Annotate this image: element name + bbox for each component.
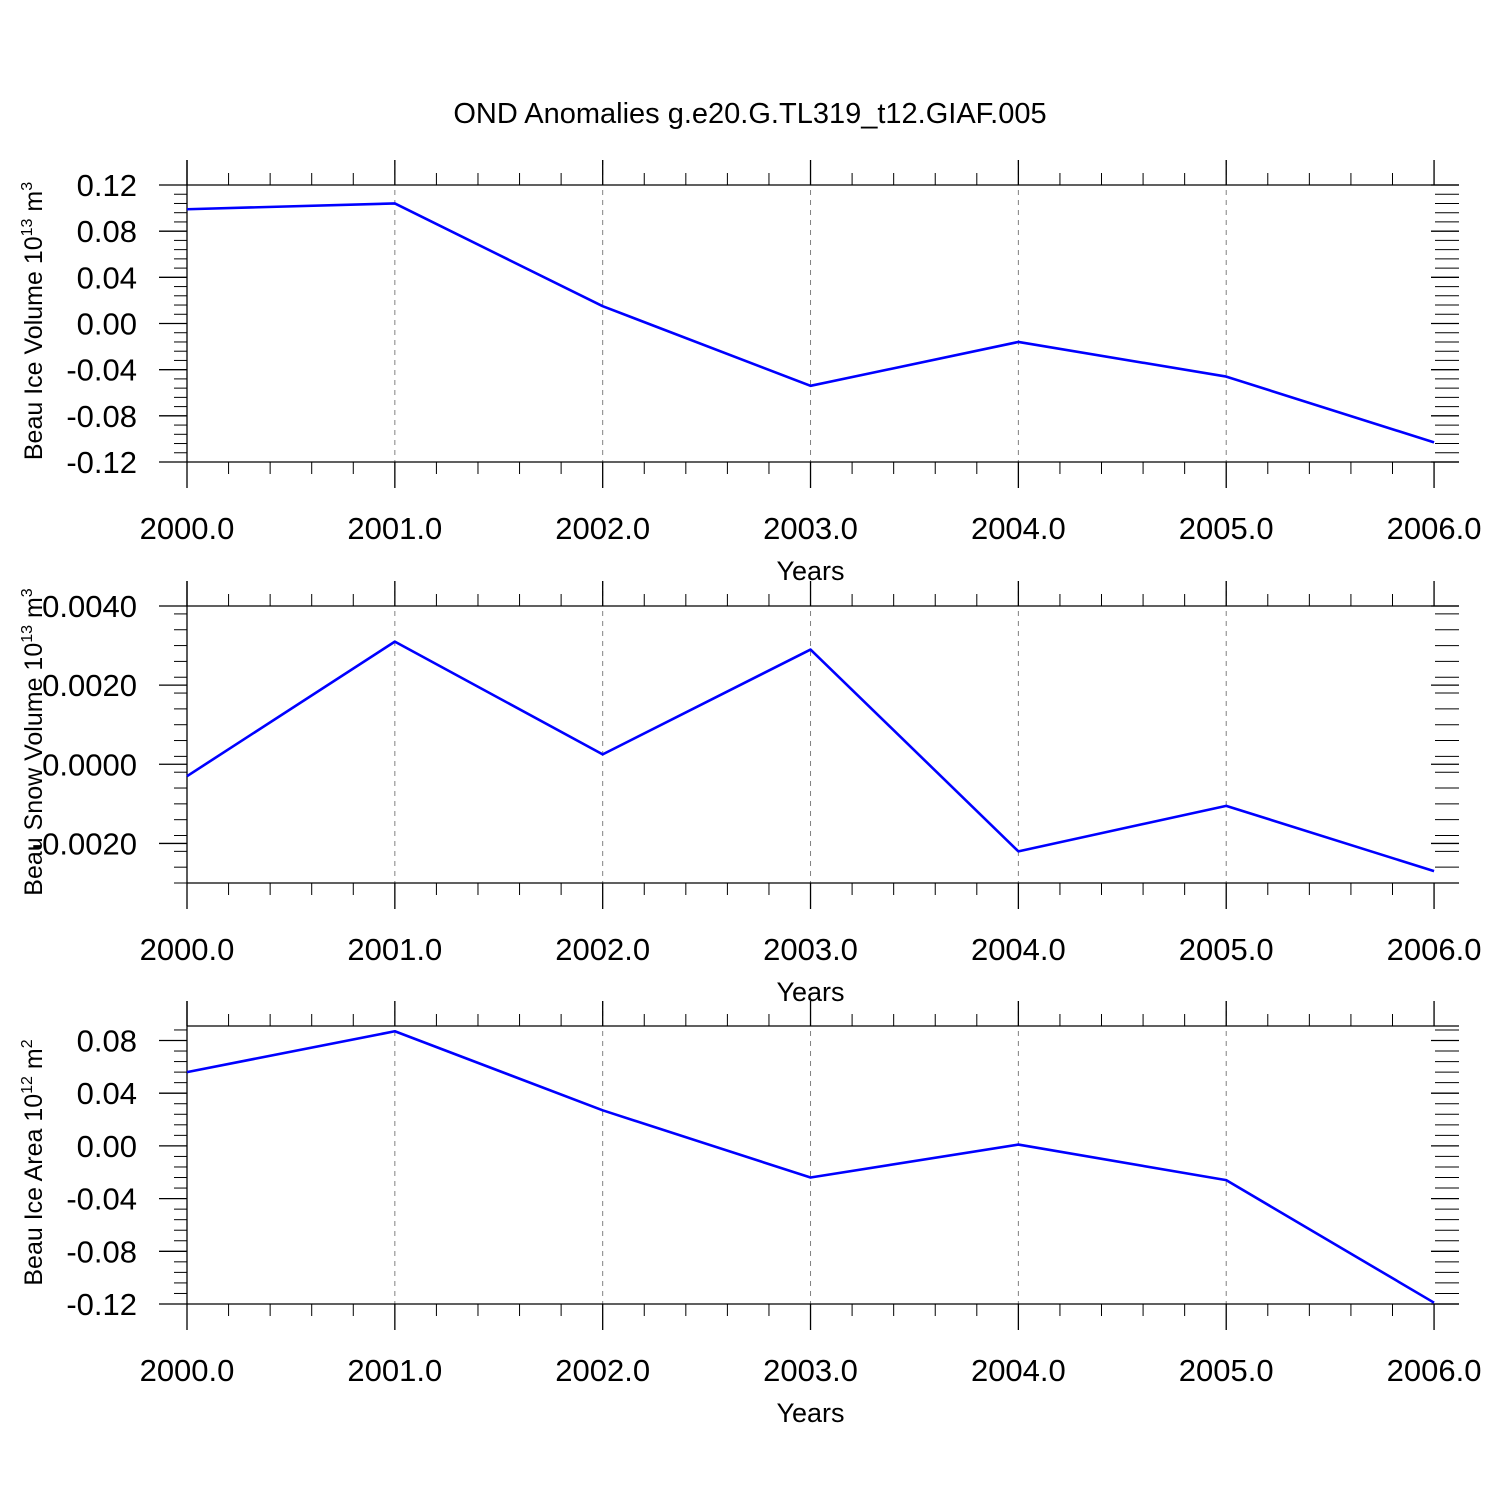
x-tick-label: 2001.0 bbox=[347, 1353, 442, 1388]
y-axis-label-superscript: 13 bbox=[19, 218, 36, 236]
x-tick-label: 2004.0 bbox=[971, 932, 1066, 967]
y-tick-label: 0.12 bbox=[77, 168, 137, 203]
x-tick-label: 2006.0 bbox=[1387, 511, 1482, 546]
y-tick-label: -0.08 bbox=[66, 399, 137, 434]
series-line-1 bbox=[186, 1029, 1435, 1304]
y-tick-label: -0.0020 bbox=[32, 826, 137, 861]
y-tick-label: 0.0040 bbox=[42, 589, 137, 624]
x-tick-label: 2000.0 bbox=[140, 1353, 235, 1388]
y-axis-label-superscript: 3 bbox=[19, 182, 36, 191]
x-tick-label: 2005.0 bbox=[1179, 932, 1274, 967]
x-tick-label: 2003.0 bbox=[763, 932, 858, 967]
y-axis-label: Beau Ice Area 1012 m2 bbox=[19, 1039, 48, 1285]
x-tick-label: 2006.0 bbox=[1387, 932, 1482, 967]
y-axis-label: Beau Ice Volume 1013 m3 bbox=[19, 182, 48, 460]
panel-2: 0.0040 0.0020 0.0000 -0.0020 2000.0 2001.0 200… bbox=[19, 581, 1481, 1007]
y-tick-label: -0.12 bbox=[66, 1287, 137, 1322]
x-tick-label: 2004.0 bbox=[971, 511, 1066, 546]
x-tick-label: 2005.0 bbox=[1179, 511, 1274, 546]
y-axis-label-part: Beau Ice Volume 10 bbox=[20, 236, 48, 460]
x-tick-label: 2003.0 bbox=[763, 1353, 858, 1388]
y-axis-label-superscript: 12 bbox=[19, 1076, 36, 1094]
series-line-1 bbox=[186, 640, 1435, 873]
x-tick-label: 2000.0 bbox=[140, 932, 235, 967]
x-tick-label: 2000.0 bbox=[140, 511, 235, 546]
series-line-1 bbox=[186, 202, 1435, 444]
y-tick-label: 0.08 bbox=[77, 1023, 137, 1058]
y-tick-label: 0.08 bbox=[77, 214, 137, 249]
x-tick-label: 2005.0 bbox=[1179, 1353, 1274, 1388]
y-axis-label-part: Beau Snow Volume 10 bbox=[20, 643, 48, 896]
y-tick-label: -0.12 bbox=[66, 445, 137, 480]
y-axis-label-part: m bbox=[20, 597, 48, 625]
y-tick-label: 0.00 bbox=[77, 1129, 137, 1164]
y-tick-label: 0.0020 bbox=[42, 668, 137, 703]
y-axis-label-superscript: 3 bbox=[19, 588, 36, 597]
y-axis-label-part: m bbox=[20, 191, 48, 219]
chart-title: OND Anomalies g.e20.G.TL319_t12.GIAF.005 bbox=[453, 98, 1046, 130]
y-axis-label-part: m bbox=[20, 1048, 48, 1076]
x-tick-label: 2003.0 bbox=[763, 511, 858, 546]
y-tick-label: 0.00 bbox=[77, 307, 137, 342]
y-tick-label: -0.04 bbox=[66, 353, 137, 388]
y-axis-label-part: Beau Ice Area 10 bbox=[20, 1094, 48, 1286]
y-axis-label: Beau Snow Volume 1013 m3 bbox=[19, 588, 48, 896]
x-tick-label: 2002.0 bbox=[555, 511, 650, 546]
y-axis-label-superscript: 13 bbox=[19, 625, 36, 643]
x-tick-label: 2001.0 bbox=[347, 932, 442, 967]
y-tick-label: -0.08 bbox=[66, 1234, 137, 1269]
x-tick-label: 2002.0 bbox=[555, 932, 650, 967]
y-tick-label: 0.04 bbox=[77, 1076, 137, 1111]
x-tick-label: 2006.0 bbox=[1387, 1353, 1482, 1388]
x-axis-label: Years bbox=[776, 1398, 844, 1428]
y-tick-label: -0.04 bbox=[66, 1182, 137, 1217]
x-tick-label: 2002.0 bbox=[555, 1353, 650, 1388]
y-tick-label: 0.0000 bbox=[42, 747, 137, 782]
y-tick-label: 0.04 bbox=[77, 260, 137, 295]
x-tick-label: 2001.0 bbox=[347, 511, 442, 546]
y-axis-label-superscript: 2 bbox=[19, 1039, 36, 1048]
x-tick-label: 2004.0 bbox=[971, 1353, 1066, 1388]
